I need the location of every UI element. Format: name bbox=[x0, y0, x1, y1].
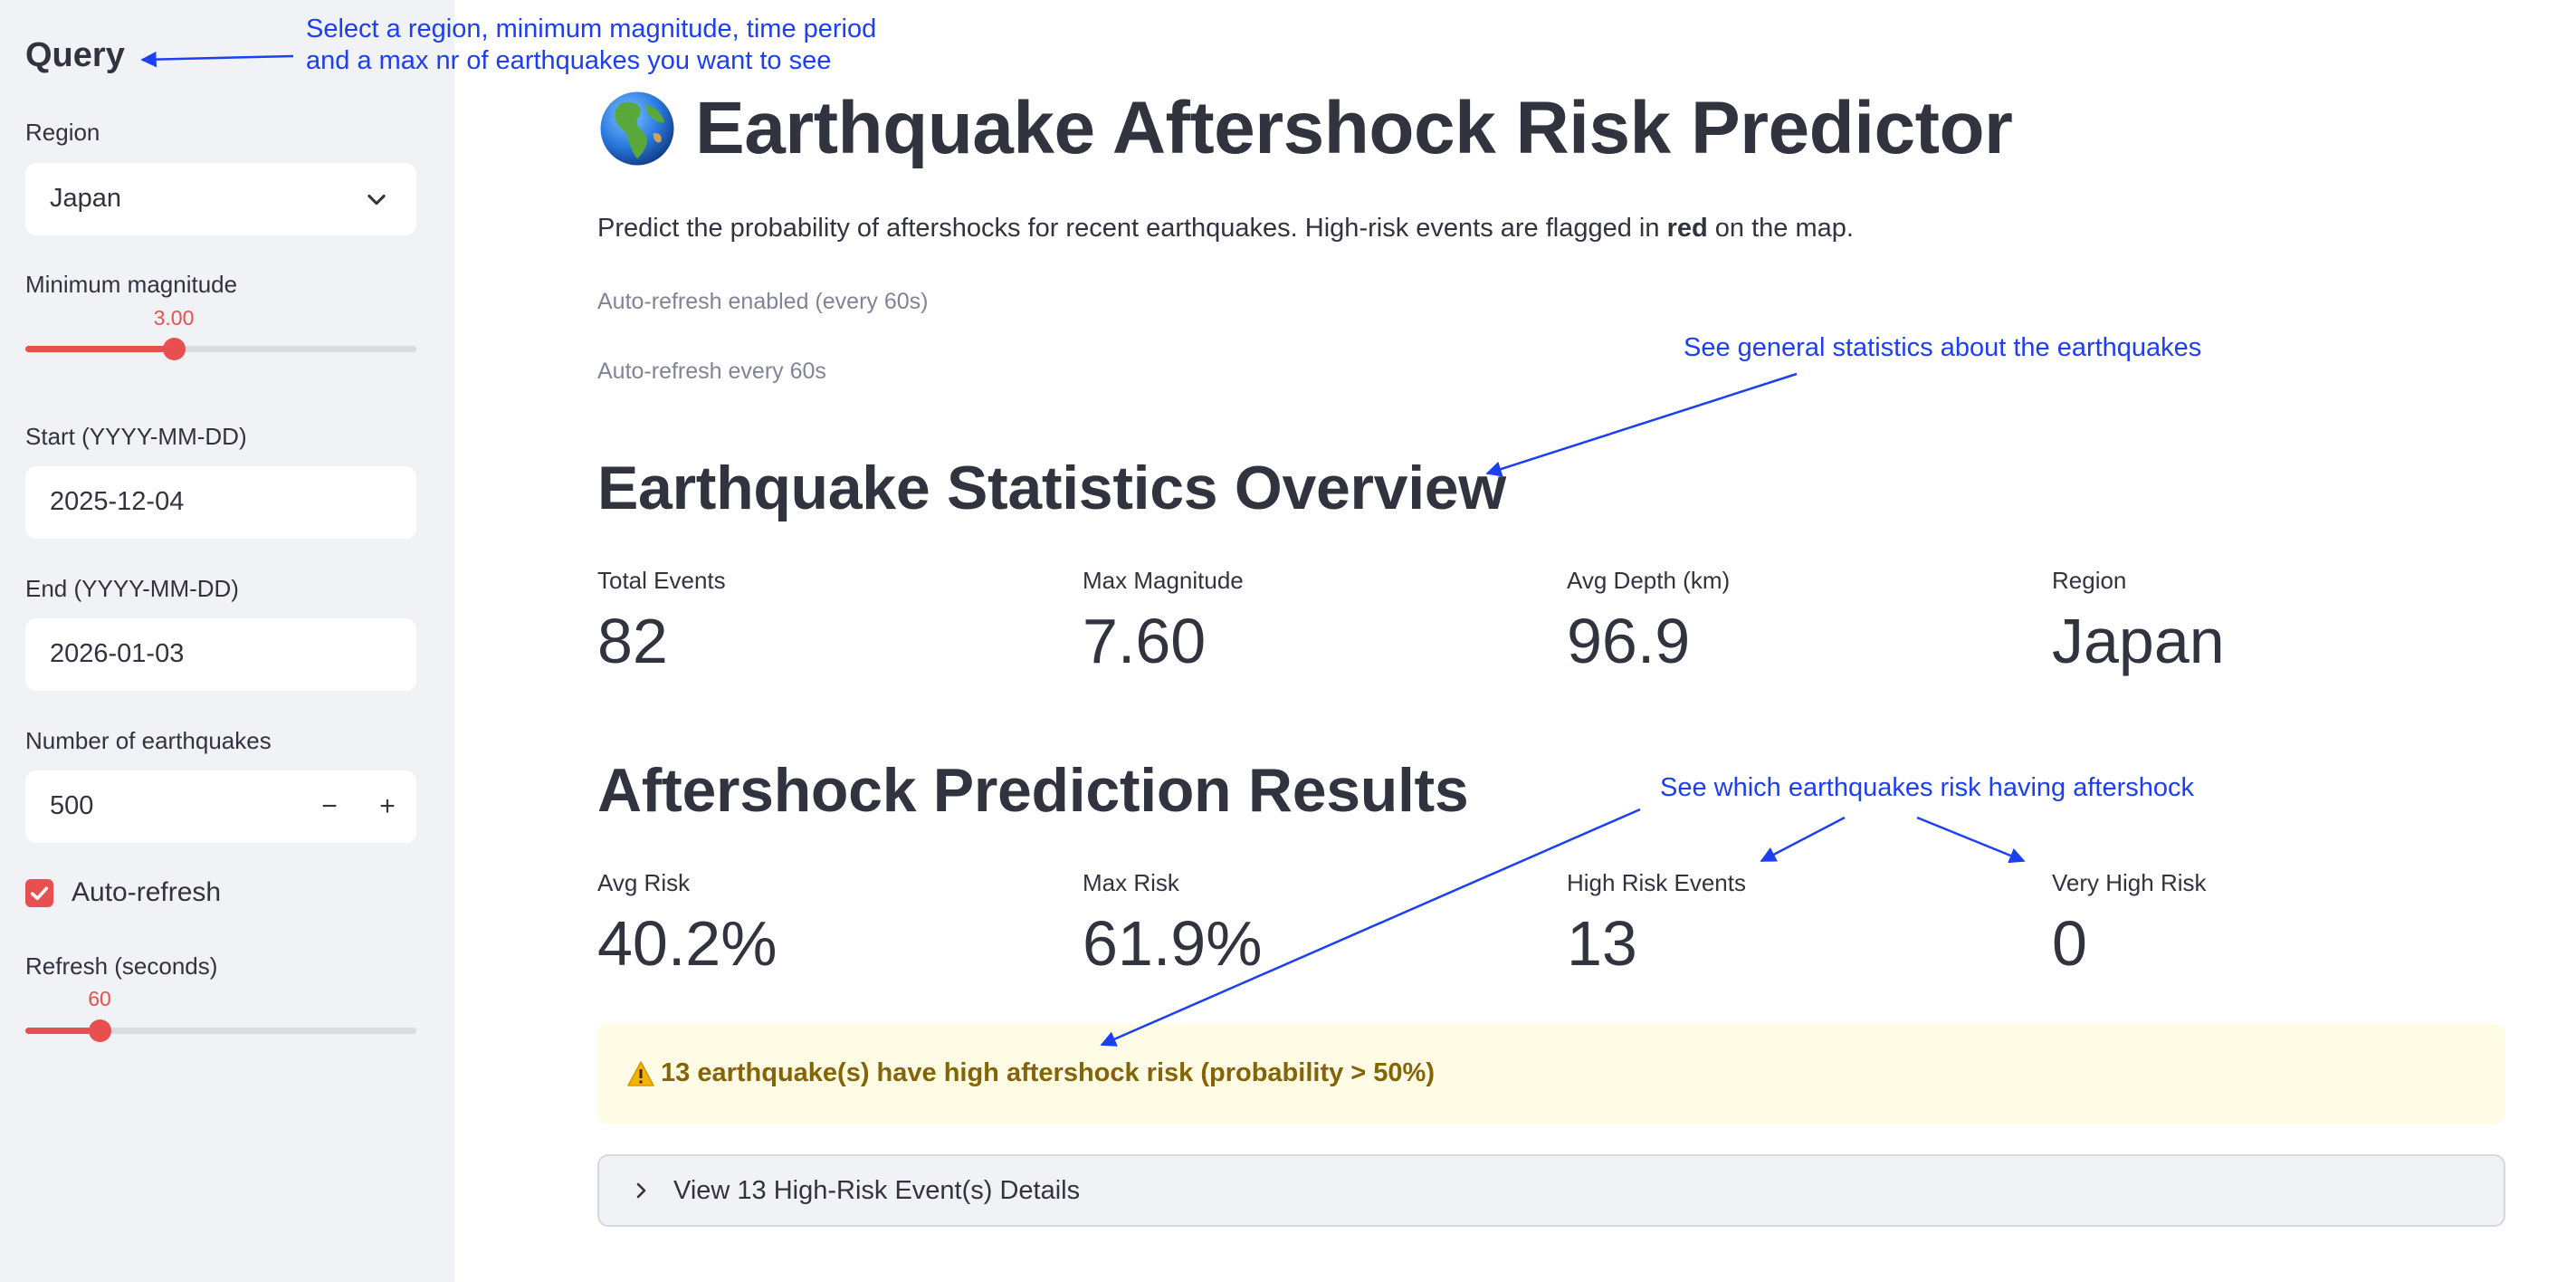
auto-refresh-checkbox[interactable] bbox=[25, 879, 53, 907]
stats-heading: Earthquake Statistics Overview bbox=[597, 454, 1506, 522]
metric-label-max-risk: Max Risk bbox=[1083, 869, 1179, 896]
num-earthquakes-value: 500 bbox=[50, 791, 94, 820]
annotation-query-line-1: Select a region, minimum magnitude, time… bbox=[306, 14, 877, 43]
sidebar: Query Region Japan Minimum magnitude 3.0… bbox=[0, 0, 454, 1282]
prediction-heading: Aftershock Prediction Results bbox=[597, 756, 1469, 825]
annotation-risk: See which earthquakes risk having afters… bbox=[1660, 773, 2194, 802]
end-date-value: 2026-01-03 bbox=[50, 639, 185, 668]
refresh-seconds-slider[interactable] bbox=[25, 1019, 416, 1042]
chevron-right-icon bbox=[636, 1182, 646, 1199]
globe-icon bbox=[600, 91, 674, 166]
min-magnitude-label: Minimum magnitude bbox=[25, 271, 238, 298]
num-earthquakes-label: Number of earthquakes bbox=[25, 727, 272, 754]
metric-value-region: Japan bbox=[2052, 606, 2225, 676]
region-select[interactable]: Japan bbox=[25, 163, 416, 235]
refresh-seconds-label: Refresh (seconds) bbox=[25, 952, 218, 980]
region-select-value: Japan bbox=[50, 184, 122, 213]
annotation-query-line-2: and a max nr of earthquakes you want to … bbox=[306, 46, 832, 75]
sidebar-title: Query bbox=[25, 36, 125, 74]
expander-label: View 13 High-Risk Event(s) Details bbox=[673, 1176, 1081, 1205]
annotation-query: Select a region, minimum magnitude, time… bbox=[306, 14, 876, 77]
decrement-button[interactable]: − bbox=[321, 791, 338, 821]
intro-text: Predict the probability of aftershocks f… bbox=[597, 214, 1854, 244]
metric-value-avg-depth: 96.9 bbox=[1567, 606, 1691, 676]
min-magnitude-slider-thumb[interactable] bbox=[163, 338, 186, 360]
intro-text-highlight: red bbox=[1666, 214, 1708, 243]
chevron-down-icon bbox=[367, 194, 386, 206]
warning-text: 13 earthquake(s) have high aftershock ri… bbox=[661, 1058, 1435, 1087]
metric-label-region: Region bbox=[2052, 567, 2127, 594]
arrow-to-high-risk-events bbox=[1760, 816, 1846, 863]
annotation-stats: See general statistics about the earthqu… bbox=[1684, 333, 2202, 362]
auto-refresh-caption: Auto-refresh enabled (every 60s) bbox=[597, 289, 929, 314]
arrow-to-stats-heading bbox=[1485, 372, 1798, 477]
warning-icon bbox=[627, 1061, 654, 1086]
refresh-seconds-slider-fill bbox=[25, 1028, 100, 1034]
end-date-input[interactable]: 2026-01-03 bbox=[25, 618, 416, 691]
refresh-seconds-slider-thumb[interactable] bbox=[89, 1019, 111, 1042]
intro-text-start: Predict the probability of aftershocks f… bbox=[597, 214, 1667, 243]
min-magnitude-slider[interactable] bbox=[25, 338, 416, 360]
metric-value-very-high-risk: 0 bbox=[2052, 908, 2087, 979]
num-earthquakes-stepper[interactable]: 500 − + bbox=[25, 770, 416, 843]
min-magnitude-slider-fill bbox=[25, 346, 174, 352]
high-risk-details-expander[interactable]: View 13 High-Risk Event(s) Details bbox=[597, 1154, 2505, 1227]
page-title-text: Earthquake Aftershock Risk Predictor bbox=[695, 87, 2013, 169]
refresh-seconds-value: 60 bbox=[88, 987, 111, 1010]
end-date-label: End (YYYY-MM-DD) bbox=[25, 575, 239, 602]
metric-value-max-magnitude: 7.60 bbox=[1083, 606, 1207, 676]
metric-label-avg-depth: Avg Depth (km) bbox=[1567, 567, 1731, 594]
auto-refresh-interval-caption: Auto-refresh every 60s bbox=[597, 359, 826, 384]
check-icon bbox=[30, 886, 49, 901]
start-date-label: Start (YYYY-MM-DD) bbox=[25, 423, 247, 450]
metric-label-total-events: Total Events bbox=[597, 567, 726, 594]
high-risk-warning: 13 earthquake(s) have high aftershock ri… bbox=[597, 1024, 2505, 1124]
metric-value-total-events: 82 bbox=[597, 606, 668, 676]
metric-value-avg-risk: 40.2% bbox=[597, 908, 778, 979]
page-title: Earthquake Aftershock Risk Predictor bbox=[597, 83, 2013, 174]
metric-label-avg-risk: Avg Risk bbox=[597, 869, 691, 896]
start-date-input[interactable]: 2025-12-04 bbox=[25, 466, 416, 539]
metric-label-high-risk-events: High Risk Events bbox=[1567, 869, 1746, 896]
auto-refresh-label[interactable]: Auto-refresh bbox=[72, 877, 222, 907]
min-magnitude-value: 3.00 bbox=[153, 306, 195, 330]
arrow-to-very-high-risk bbox=[1916, 816, 2026, 864]
start-date-value: 2025-12-04 bbox=[50, 487, 185, 516]
intro-text-end: on the map. bbox=[1707, 214, 1854, 243]
metric-value-high-risk-events: 13 bbox=[1567, 908, 1637, 979]
metric-label-very-high-risk: Very High Risk bbox=[2052, 869, 2207, 896]
increment-button[interactable]: + bbox=[379, 791, 396, 821]
metric-value-max-risk: 61.9% bbox=[1083, 908, 1263, 979]
region-label: Region bbox=[25, 119, 100, 146]
metric-label-max-magnitude: Max Magnitude bbox=[1083, 567, 1244, 594]
